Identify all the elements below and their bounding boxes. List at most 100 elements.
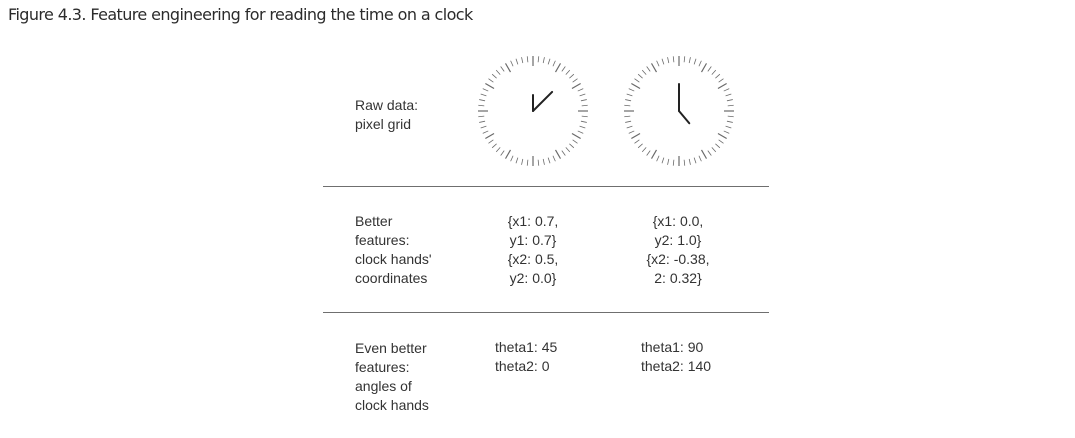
- clock-tick: [641, 69, 647, 75]
- clock-tick: [571, 82, 581, 90]
- clock-tick: [485, 82, 495, 90]
- clock-tick: [500, 66, 505, 72]
- clock-tick: [577, 130, 584, 134]
- clock-tick: [693, 157, 697, 164]
- clock-tick: [727, 104, 734, 107]
- coordinates-clock-1: {x1: 0.7, y1: 0.7} {x2: 0.5, y2: 0.0}: [507, 213, 559, 286]
- clock-tick: [707, 66, 712, 72]
- clock-tick: [552, 60, 556, 67]
- clock-tick: [569, 73, 575, 79]
- clock-tick: [707, 150, 712, 156]
- clock-tick: [688, 158, 691, 165]
- clock-tick: [482, 130, 489, 134]
- clock-tick: [693, 58, 697, 65]
- clock-tick: [515, 58, 519, 65]
- clock-tick: [581, 115, 588, 118]
- clock-tick: [537, 56, 540, 63]
- row-label-angles: Even better features: angles of clock ha…: [355, 340, 429, 413]
- clock-tick: [488, 139, 494, 144]
- clock-tick: [521, 158, 524, 165]
- clock-tick: [726, 99, 733, 102]
- clock-tick: [650, 149, 658, 159]
- clock-tick: [698, 155, 702, 162]
- clock-tick: [480, 125, 487, 129]
- clock-tick: [482, 88, 489, 92]
- clock-tick: [479, 120, 486, 123]
- clock-tick: [725, 93, 732, 97]
- clock-tick: [515, 157, 519, 164]
- clock-tick: [717, 82, 727, 90]
- clock-tick: [572, 78, 578, 83]
- clock-tick: [727, 115, 734, 118]
- clock-tick: [491, 143, 497, 149]
- clock-tick: [537, 159, 540, 166]
- clock-tick: [688, 57, 691, 64]
- clock-tick: [569, 143, 575, 149]
- clock-tick: [479, 99, 486, 102]
- clock-tick: [650, 63, 658, 73]
- clock-tick: [641, 147, 647, 153]
- clock-tick: [717, 132, 727, 140]
- clock-tick: [577, 88, 584, 92]
- clock-tick: [580, 99, 587, 102]
- clock-tick: [491, 73, 497, 79]
- clock-tick: [547, 157, 551, 164]
- clock-tick: [510, 155, 514, 162]
- figure-caption: Figure 4.3. Feature engineering for read…: [8, 5, 473, 24]
- clock-tick: [554, 149, 562, 159]
- clock-tick: [495, 69, 501, 75]
- clock-tick: [624, 115, 631, 118]
- clock-tick: [631, 132, 641, 140]
- divider-1: [323, 186, 769, 187]
- clock-tick: [661, 58, 665, 65]
- clock-tick: [725, 125, 732, 129]
- clock-tick: [510, 60, 514, 67]
- clock-tick: [561, 150, 566, 156]
- clock-tick: [504, 149, 512, 159]
- clock-tick: [637, 73, 643, 79]
- clock-hand-minute: [532, 90, 554, 112]
- clock-tick: [631, 82, 641, 90]
- clock-tick: [634, 78, 640, 83]
- clock-tick: [700, 149, 708, 159]
- clock-tick: [542, 158, 545, 165]
- clock-tick: [526, 56, 529, 63]
- clock-tick: [554, 63, 562, 73]
- clock-tick: [646, 66, 651, 72]
- clock-tick: [626, 93, 633, 97]
- clock-tick: [625, 99, 632, 102]
- clock-tick: [624, 104, 631, 107]
- clock-tick: [504, 63, 512, 73]
- clock-tick: [478, 115, 485, 118]
- divider-2: [323, 312, 769, 313]
- clock-tick: [579, 93, 586, 97]
- clock-tick: [700, 63, 708, 73]
- clock-tick: [637, 143, 643, 149]
- clock-tick: [656, 60, 660, 67]
- clock-image-2: [624, 56, 734, 166]
- clock-tick: [580, 120, 587, 123]
- angles-clock-2: theta1: 90 theta2: 140: [641, 339, 712, 374]
- row-label-raw-data: Raw data: pixel grid: [355, 97, 419, 132]
- clock-tick: [485, 132, 495, 140]
- clock-tick: [526, 159, 529, 166]
- angles-clock-1: theta1: 45 theta2: 0: [495, 339, 558, 374]
- clock-tick: [656, 155, 660, 162]
- clock-tick: [521, 57, 524, 64]
- clock-tick: [495, 147, 501, 153]
- clock-tick: [565, 147, 571, 153]
- clock-tick: [683, 56, 686, 63]
- clock-tick: [667, 158, 670, 165]
- clock-ticks: [478, 56, 588, 166]
- clock-tick: [571, 132, 581, 140]
- clock-tick: [488, 78, 494, 83]
- clock-tick: [672, 56, 675, 63]
- clock-tick: [726, 120, 733, 123]
- clock-tick: [698, 60, 702, 67]
- row-label-coordinates: Better features: clock hands' coordinate…: [355, 213, 432, 286]
- clock-tick: [581, 104, 588, 107]
- clock-tick: [628, 130, 635, 134]
- coordinates-clock-2: {x1: 0.0, y2: 1.0} {x2: -0.38, 2: 0.32}: [646, 213, 710, 286]
- clock-tick: [683, 159, 686, 166]
- clock-tick: [552, 155, 556, 162]
